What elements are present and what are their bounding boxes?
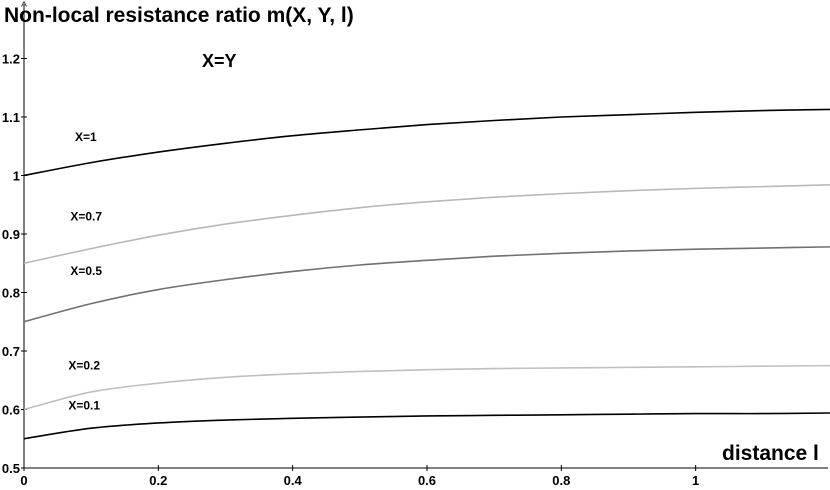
chart-annotation: X=Y xyxy=(202,51,237,71)
series-line xyxy=(23,108,830,177)
x-tick-label: 0.8 xyxy=(552,473,570,488)
y-tick-label: 0.5 xyxy=(2,461,20,476)
y-tick-label: 1 xyxy=(13,169,20,184)
y-axis-title: Non-local resistance ratio m(X, Y, l) xyxy=(4,4,354,27)
series-label: X=0.7 xyxy=(70,210,102,224)
y-tick-label: 0.7 xyxy=(2,344,20,359)
x-axis-title: distance l xyxy=(722,442,819,465)
series-label: X=0.5 xyxy=(70,264,102,278)
y-tick-label: 1.1 xyxy=(2,110,20,125)
x-tick-label: 0.4 xyxy=(284,473,303,488)
y-tick-label: 0.6 xyxy=(2,403,20,418)
x-tick-label: 0 xyxy=(20,473,27,488)
series-line xyxy=(23,184,830,265)
series-lines xyxy=(23,108,830,440)
series-line xyxy=(23,412,830,440)
series-label: X=0.2 xyxy=(68,359,100,373)
series-line xyxy=(23,364,830,411)
x-tick-label: 1 xyxy=(692,473,699,488)
series-label: X=0.1 xyxy=(68,399,100,413)
x-tick-label: 0.6 xyxy=(418,473,436,488)
y-tick-label: 1.2 xyxy=(2,52,20,67)
y-ticks: 0.5 0.6 0.7 0.8 0.9 1 1.1 1.2 xyxy=(2,52,27,476)
x-ticks: 0 0.2 0.4 0.6 0.8 1 xyxy=(20,465,699,488)
series-labels: X=1 X=0.7 X=0.5 X=0.2 X=0.1 xyxy=(68,130,102,413)
series-line xyxy=(23,246,830,323)
x-tick-label: 0.2 xyxy=(149,473,167,488)
series-label: X=1 xyxy=(75,130,97,144)
y-tick-label: 0.9 xyxy=(2,227,20,242)
y-tick-label: 0.8 xyxy=(2,286,20,301)
